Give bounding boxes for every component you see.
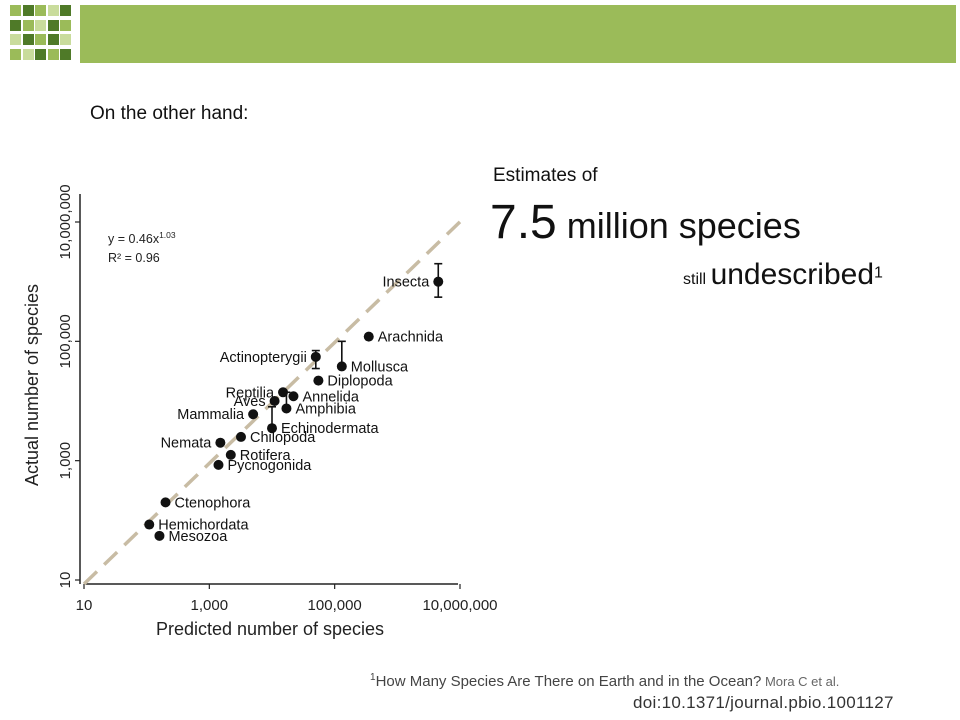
point-label: Mammalia (177, 407, 245, 423)
reference-citation: 1How Many Species Are There on Earth and… (370, 672, 839, 690)
x-tick-label: 10 (76, 597, 93, 614)
logo-square (22, 34, 34, 45)
logo-square (10, 34, 21, 45)
logo-square (35, 19, 46, 31)
logo-square (47, 19, 59, 31)
estimates-label: Estimates of (493, 165, 598, 186)
y-tick-label: 100,000 (57, 314, 74, 368)
point-label: Chilopoda (250, 430, 316, 446)
logo-square (10, 19, 21, 31)
x-axis-label: Predicted number of species (156, 619, 384, 639)
logo-square (35, 48, 46, 60)
species-estimate: 7.5 million species (490, 195, 801, 250)
data-point (144, 519, 155, 530)
logo-square (47, 34, 59, 45)
logo-square (22, 19, 34, 31)
data-point (160, 497, 171, 508)
point-label: Ctenophora (175, 495, 252, 511)
point-label: Insecta (383, 275, 431, 291)
reference-title: How Many Species Are There on Earth and … (375, 673, 762, 690)
logo-square (47, 48, 59, 60)
footnote-mark: 1 (874, 264, 883, 282)
point-label: Actinopterygii (220, 350, 307, 366)
point-label: Arachnida (378, 330, 444, 346)
logo (10, 5, 72, 63)
logo-square (60, 48, 71, 60)
data-point (310, 351, 321, 362)
point-label: Echinodermata (281, 421, 379, 437)
reference-authors: Mora C et al. (761, 674, 840, 689)
data-point (248, 409, 259, 420)
estimate-number: 7.5 (490, 196, 557, 249)
logo-square (10, 5, 21, 16)
data-point (336, 361, 347, 372)
fit-equation: y = 0.46x1.03 (108, 230, 176, 246)
logo-square (10, 48, 21, 60)
reference-doi: doi:10.1371/journal.pbio.1001127 (633, 693, 894, 712)
undescribed-word: undescribed (710, 258, 875, 291)
y-axis-label: Actual number of species (22, 284, 42, 486)
fit-r-squared: R² = 0.96 (108, 251, 160, 265)
point-label: Rotifera (240, 448, 292, 464)
point-label: Hemichordata (158, 518, 249, 534)
point-label: Mollusca (351, 359, 409, 375)
data-point (433, 276, 444, 287)
intro-text: On the other hand: (90, 103, 249, 124)
logo-square (60, 19, 71, 31)
estimate-words: million species (556, 205, 801, 246)
logo-square (60, 34, 71, 45)
point-label: Nemata (161, 436, 213, 452)
x-tick-label: 100,000 (308, 597, 362, 614)
data-point (235, 431, 246, 442)
still-word: still (683, 271, 707, 288)
logo-square (35, 34, 46, 45)
point-label: Amphibia (295, 401, 356, 417)
data-point (269, 396, 280, 406)
logo-square (35, 5, 46, 16)
x-tick-label: 1,000 (191, 597, 229, 614)
y-tick-label: 10,000,000 (57, 184, 74, 259)
data-point (313, 375, 324, 386)
data-point (288, 391, 299, 402)
reference-mark: 1 (370, 672, 376, 683)
logo-square (22, 5, 34, 16)
logo-square (47, 5, 59, 16)
data-point (281, 403, 292, 414)
logo-square (22, 48, 34, 60)
x-tick-label: 10,000,000 (422, 597, 497, 614)
data-point (215, 437, 226, 448)
data-point (267, 423, 277, 434)
point-label: Aves (234, 394, 266, 410)
header-banner (80, 5, 956, 63)
point-label: Reptilia (226, 385, 275, 401)
point-label: Pycnogonida (227, 458, 312, 474)
undescribed-line: still undescribed1 (683, 258, 883, 292)
data-point (363, 331, 374, 342)
y-tick-label: 10 (57, 572, 74, 589)
data-point (154, 530, 165, 541)
point-label: Annelida (302, 389, 359, 405)
logo-square (60, 5, 71, 16)
data-point (225, 449, 236, 460)
y-tick-label: 1,000 (57, 442, 74, 480)
point-label: Diplopoda (327, 374, 393, 390)
data-point (213, 459, 224, 470)
point-label: Mesozoa (168, 529, 228, 545)
